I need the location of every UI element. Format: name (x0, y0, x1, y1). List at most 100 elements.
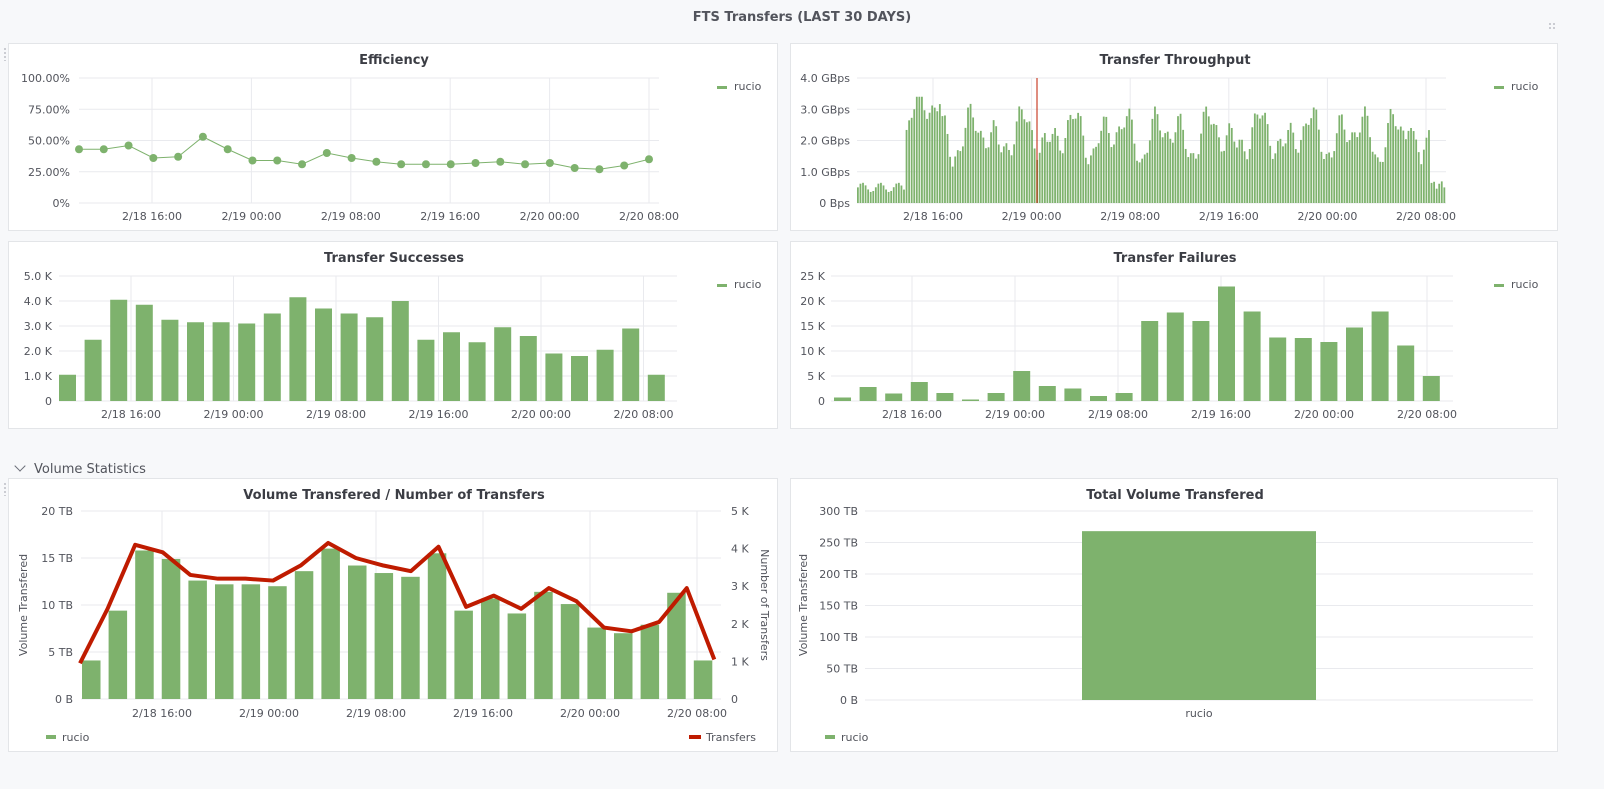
throughput-bar (954, 156, 957, 203)
y-tick-label-right: 0 (731, 693, 738, 706)
throughput-bar (1289, 122, 1292, 203)
throughput-bar (1333, 151, 1336, 203)
panel-successes[interactable]: Transfer Successes 5.0 K 4.0 K 3.0 K 2.0 K 1.… (8, 241, 778, 429)
y-tick-label-right: 5 K (731, 505, 749, 518)
volume-bar (640, 624, 660, 699)
throughput-bar (1146, 152, 1149, 203)
throughput-bar (1259, 118, 1261, 203)
panel-throughput[interactable]: Transfer Throughput 4.0 GBps 3.0 GBps 2.0 G… (790, 43, 1558, 231)
throughput-bar (1364, 106, 1366, 203)
throughput-bar (1054, 128, 1056, 203)
throughput-bar (885, 189, 887, 203)
throughput-bar (1292, 132, 1295, 203)
bar (1038, 386, 1056, 401)
throughput-bar (1233, 141, 1236, 203)
throughput-bar (1356, 137, 1359, 203)
volume-bar (454, 610, 473, 699)
throughput-bar (938, 104, 941, 203)
bar (834, 397, 851, 401)
data-point (620, 161, 629, 170)
throughput-bar (1031, 130, 1033, 203)
panel-volume[interactable]: Volume Transfered / Number of Transfers 2… (8, 478, 778, 752)
legend-swatch (1494, 284, 1504, 287)
data-point (298, 160, 307, 169)
panel-efficiency[interactable]: Efficiency 100.00% 75.00% 50.00% 25.00% 0% 2/1… (8, 43, 778, 231)
y-tick-label: 250 TB (819, 537, 858, 550)
throughput-bar (859, 183, 862, 203)
throughput-bar (1269, 145, 1272, 203)
throughput-bar (1415, 139, 1418, 203)
throughput-bar (1156, 114, 1159, 203)
throughput-bar (977, 132, 980, 203)
drag-handle[interactable] (3, 47, 7, 61)
y-tick-label: 20 TB (41, 505, 73, 518)
x-tick-label: 2/19 08:00 (1088, 408, 1148, 421)
throughput-bar (1402, 130, 1405, 203)
resize-handle[interactable] (1548, 22, 1556, 30)
y-tick-label-right: 3 K (731, 580, 749, 593)
throughput-bar (1107, 133, 1110, 203)
throughput-bar (1302, 126, 1305, 203)
throughput-bar (1438, 183, 1441, 203)
throughput-bar (946, 133, 949, 203)
throughput-bar (1177, 116, 1179, 203)
throughput-bar (903, 189, 905, 203)
x-tick-label: 2/19 00:00 (1002, 210, 1062, 223)
throughput-bar (1000, 152, 1003, 203)
legend-label: rucio (62, 731, 90, 744)
panel-failures[interactable]: Transfer Failures 25 K 20 K 15 K 10 K 5 K 0 2/1… (790, 241, 1558, 429)
throughput-bar (961, 146, 964, 203)
bar (494, 327, 512, 401)
throughput-bar (1236, 147, 1238, 203)
y-tick-label: 150 TB (819, 600, 858, 613)
throughput-bar (895, 183, 898, 203)
throughput-bar (867, 189, 870, 203)
throughput-bar (1376, 157, 1379, 203)
bar (545, 353, 563, 401)
y-tick-label-right: 4 K (731, 543, 749, 556)
volume-bar (215, 584, 234, 699)
bar (1192, 321, 1210, 401)
row-volume-statistics[interactable]: Volume Statistics (14, 460, 146, 477)
throughput-bar (1394, 126, 1397, 203)
throughput-bar (1136, 160, 1138, 203)
throughput-bar (1433, 181, 1435, 203)
bar (1320, 342, 1338, 401)
bar (1269, 337, 1287, 401)
throughput-bar (1179, 113, 1182, 203)
bar (161, 319, 179, 401)
data-point (545, 159, 554, 167)
throughput-bar (1312, 107, 1315, 203)
bar (1218, 286, 1235, 401)
legend-swatch (717, 86, 727, 89)
bar (110, 299, 128, 401)
y-tick-label: 10 TB (41, 599, 73, 612)
throughput-bar (1038, 152, 1041, 203)
throughput-bar (1261, 115, 1264, 203)
throughput-bar (1105, 116, 1108, 203)
throughput-bar (900, 185, 903, 203)
throughput-bar (1090, 155, 1092, 203)
drag-handle[interactable] (3, 482, 7, 496)
throughput-bar (1251, 127, 1254, 203)
throughput-bar (905, 129, 908, 203)
volume-chart: Volume Transfered / Number of Transfers 2… (17, 488, 771, 744)
bar (519, 336, 537, 401)
legend-swatch (825, 735, 835, 739)
throughput-bar (1161, 137, 1164, 203)
throughput-bar (864, 185, 867, 203)
volume-bar (135, 550, 154, 699)
throughput-bar (1279, 138, 1282, 203)
bar (1013, 371, 1031, 401)
throughput-bar (1422, 149, 1425, 203)
x-tick-label: 2/20 08:00 (614, 408, 674, 421)
throughput-bar (1215, 125, 1218, 203)
y-tick-label: 1.0 K (24, 370, 53, 383)
x-tick-label: 2/19 00:00 (204, 408, 264, 421)
x-tick-label: 2/19 00:00 (239, 707, 299, 720)
chevron-down-icon[interactable] (14, 460, 26, 472)
panel-total-volume[interactable]: Total Volume Transfered 300 TB 250 TB 200 T… (790, 478, 1558, 752)
y-axis-label: Volume Transfered (797, 554, 810, 656)
throughput-bar (1246, 159, 1249, 203)
data-point (521, 160, 530, 169)
